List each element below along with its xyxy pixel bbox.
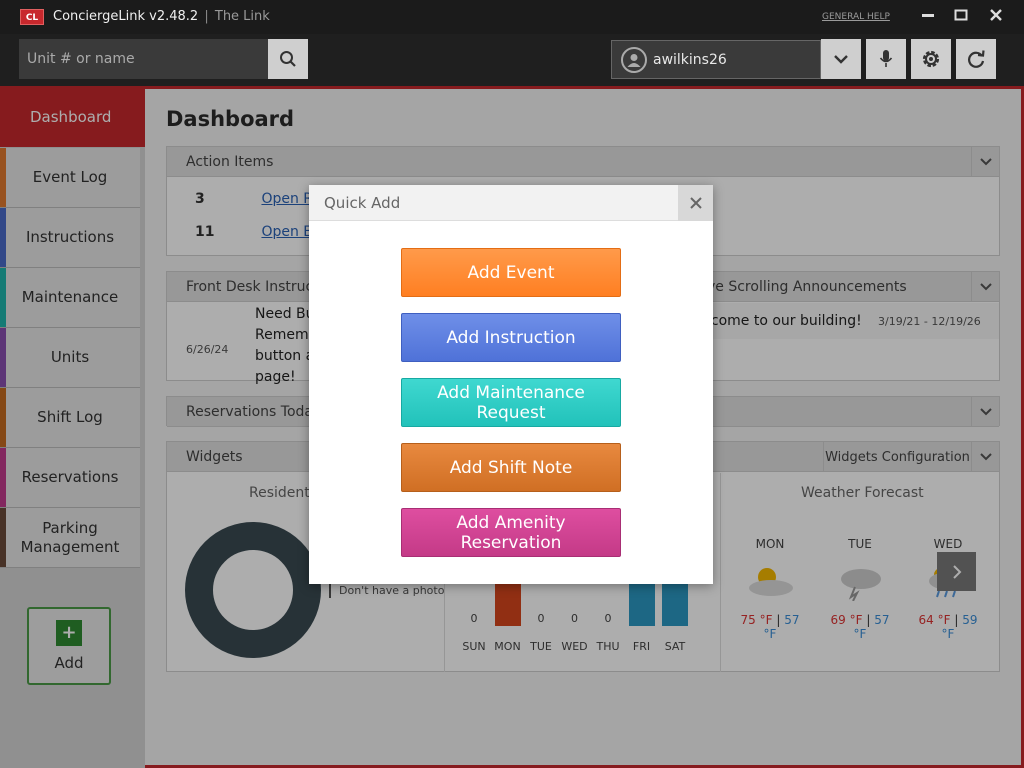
dialog-close-button[interactable] <box>678 185 713 221</box>
chart-category-label: THU <box>596 640 620 653</box>
residents-donut-chart <box>185 522 321 658</box>
sidebar-item-reservations[interactable]: Reservations <box>0 448 140 508</box>
widgets-collapse[interactable] <box>971 442 999 472</box>
chevron-right-icon <box>952 564 961 579</box>
title-bar: CL ConciergeLink v2.48.2 | The Link GENE… <box>0 0 1024 34</box>
quick-add-dialog: Quick Add Add Event Add Instruction Add … <box>309 185 713 584</box>
plus-icon: + <box>56 620 82 646</box>
search-icon <box>280 51 296 67</box>
storm-cloud-icon <box>841 569 881 602</box>
sidebar-item-maintenance[interactable]: Maintenance <box>0 268 140 328</box>
username: awilkins26 <box>653 51 727 68</box>
weather-day: MON 75 °F | 57 °F <box>740 537 800 641</box>
add-button[interactable]: + Add <box>27 607 111 685</box>
chevron-down-icon <box>834 55 848 64</box>
action-items-header: Action Items <box>167 147 999 177</box>
instruction-text: Need Bu Rememb button a page! <box>255 306 318 385</box>
unit-search-input[interactable] <box>19 39 268 79</box>
chart-value-label: 0 <box>604 612 612 625</box>
chevron-down-icon <box>979 453 992 461</box>
top-toolbar: awilkins26 <box>0 34 1024 86</box>
announcement-range: 3/19/21 - 12/19/26 <box>878 315 981 328</box>
user-avatar-icon <box>621 46 647 73</box>
action-item-link[interactable]: Open Ev <box>261 224 321 240</box>
user-dropdown-button[interactable] <box>821 39 861 79</box>
dialog-title: Quick Add <box>324 193 401 212</box>
announcement-row: lcome to our building! 3/19/21 - 12/19/2… <box>707 303 999 339</box>
chart-value-label: 0 <box>571 612 578 625</box>
chart-category-label: FRI <box>632 640 651 653</box>
announcements-collapse[interactable] <box>971 272 999 302</box>
add-instruction-button[interactable]: Add Instruction <box>401 313 621 362</box>
refresh-icon <box>968 50 985 68</box>
maximize-icon[interactable] <box>951 7 971 27</box>
app-logo: CL <box>20 9 44 25</box>
settings-button[interactable] <box>911 39 951 79</box>
announcement-text: lcome to our building! <box>707 313 862 329</box>
general-help-link[interactable]: GENERAL HELP <box>822 12 890 22</box>
close-icon <box>689 197 702 209</box>
chart-bar <box>628 578 655 626</box>
sidebar-item-dashboard[interactable]: Dashboard <box>0 86 158 147</box>
gear-icon <box>922 50 940 68</box>
chart-value-label: 0 <box>470 612 478 625</box>
refresh-button[interactable] <box>956 39 996 79</box>
chart-category-label: WED <box>561 640 588 653</box>
dialog-header: Quick Add <box>309 185 713 221</box>
app-title: ConciergeLink v2.48.2 | The Link <box>53 9 270 24</box>
reservations-collapse[interactable] <box>971 397 999 427</box>
weather-next-button[interactable] <box>937 552 976 591</box>
sun-cloud-icon <box>749 568 793 596</box>
weather-day: TUE 69 °F | 57 °F <box>830 537 890 641</box>
add-button-label: Add <box>54 654 84 672</box>
search-button[interactable] <box>268 39 308 79</box>
add-event-button[interactable]: Add Event <box>401 248 621 297</box>
chart-category-label: TUE <box>530 640 552 653</box>
sidebar-item-instructions[interactable]: Instructions <box>0 208 140 268</box>
minimize-icon[interactable] <box>918 7 938 27</box>
microphone-button[interactable] <box>866 39 906 79</box>
add-amenity-reservation-button[interactable]: Add Amenity Reservation <box>401 508 621 557</box>
action-items-panel: Action Items 3 Open Re 11 Open Ev <box>166 146 1000 256</box>
user-selector[interactable]: awilkins26 <box>611 40 821 79</box>
sidebar-item-event-log[interactable]: Event Log <box>0 148 140 208</box>
sidebar-item-units[interactable]: Units <box>0 328 140 388</box>
chart-category-label: MON <box>494 640 521 653</box>
residents-widget-title: Residents <box>249 485 318 501</box>
chevron-down-icon <box>979 158 992 166</box>
chart-category-label: SAT <box>664 640 686 653</box>
widgets-configuration-button[interactable]: Widgets Configuration <box>823 442 971 472</box>
action-item-row: 3 Open Re <box>195 191 322 207</box>
instruction-date: 6/26/24 <box>186 343 229 356</box>
page-title: Dashboard <box>166 107 295 131</box>
photo-note: Don't have a photo <box>339 584 445 597</box>
announcements-header: ve Scrolling Announcements <box>707 278 907 295</box>
add-shift-note-button[interactable]: Add Shift Note <box>401 443 621 492</box>
sidebar-item-parking-management[interactable]: Parking Management <box>0 508 140 568</box>
app-name: ConciergeLink v2.48.2 <box>53 9 199 24</box>
add-maintenance-request-button[interactable]: Add Maintenance Request <box>401 378 621 427</box>
title-separator: | <box>204 9 209 24</box>
chart-category-label: SUN <box>462 640 486 653</box>
chevron-down-icon <box>979 408 992 416</box>
close-window-icon[interactable] <box>986 7 1006 27</box>
action-items-collapse[interactable] <box>971 147 999 177</box>
weather-widget-title: Weather Forecast <box>801 485 924 501</box>
action-item-row: 11 Open Ev <box>195 224 321 240</box>
chart-value-label: 0 <box>537 612 545 625</box>
microphone-icon <box>879 50 893 67</box>
app-subtitle: The Link <box>214 9 270 24</box>
sidebar-item-shift-log[interactable]: Shift Log <box>0 388 140 448</box>
action-item-link[interactable]: Open Re <box>261 191 322 207</box>
chevron-down-icon <box>979 283 992 291</box>
